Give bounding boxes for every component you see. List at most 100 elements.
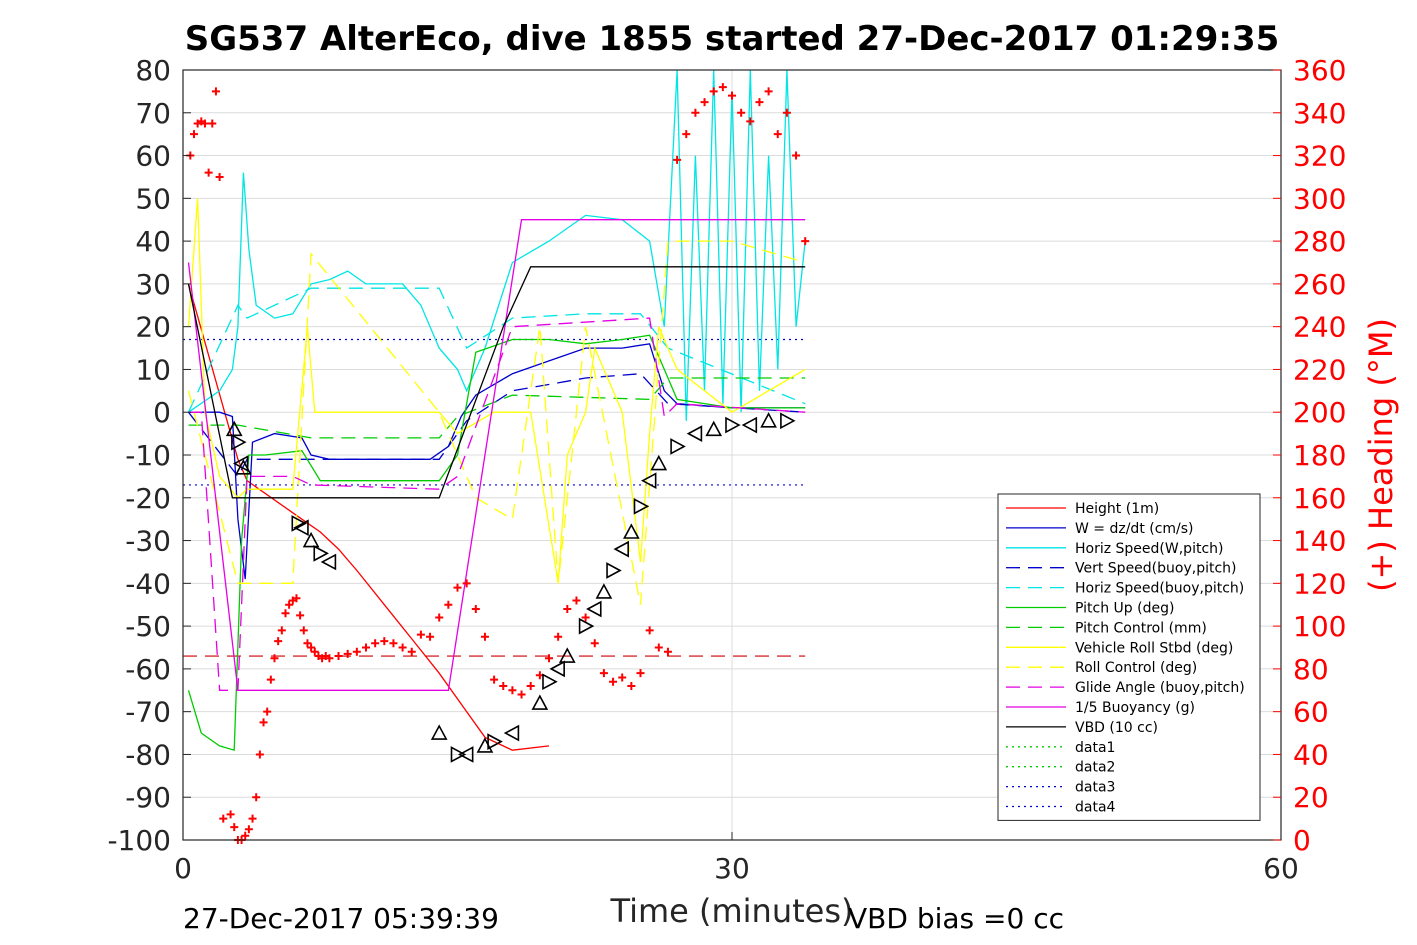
position-marker	[760, 412, 777, 428]
heading-point	[208, 119, 217, 128]
tick-label-left: 60	[135, 140, 171, 173]
tick-label-left: -70	[125, 696, 171, 729]
tick-label-left: 70	[135, 97, 171, 130]
heading-point	[581, 613, 590, 622]
position-marker	[293, 519, 309, 537]
position-marker	[670, 438, 686, 455]
heading-point	[252, 793, 261, 802]
heading-point	[618, 673, 627, 682]
position-marker	[633, 497, 650, 515]
legend-label: data4	[1075, 800, 1116, 816]
legend-label: Roll Control (deg)	[1075, 660, 1197, 676]
series-line	[188, 343, 806, 580]
heading-point	[248, 814, 257, 823]
heading-point	[211, 87, 220, 96]
heading-point	[398, 643, 407, 652]
series-line	[188, 377, 806, 439]
heading-point	[682, 130, 691, 139]
tick-label-right: 260	[1293, 268, 1346, 301]
position-markers	[225, 412, 796, 763]
tick-label-right: 180	[1293, 439, 1346, 472]
heading-point	[270, 654, 279, 663]
end-timestamp: 27-Dec-2017 05:39:39	[183, 902, 499, 935]
heading-point	[764, 87, 773, 96]
tick-label-x: 0	[174, 852, 192, 885]
heading-point	[526, 682, 535, 690]
series-line	[187, 266, 806, 499]
legend-label: Glide Angle (buoy,pitch)	[1075, 680, 1245, 696]
heading-point	[663, 647, 672, 656]
heading-point	[645, 626, 654, 635]
heading-point	[343, 649, 352, 658]
legend: Height (1m) W = dz/dt (cm/s) Horiz Speed(W…	[997, 493, 1261, 821]
heading-point	[462, 579, 471, 588]
heading-point	[274, 637, 283, 646]
heading-point	[636, 669, 645, 678]
heading-point	[435, 613, 444, 622]
tick-label-right: 100	[1293, 610, 1346, 643]
heading-point	[517, 690, 526, 699]
reference-lines	[183, 338, 806, 657]
heading-point	[389, 639, 398, 648]
position-marker	[225, 420, 243, 437]
position-marker	[623, 523, 640, 539]
heading-point	[654, 643, 663, 652]
position-marker	[430, 724, 448, 740]
position-marker	[231, 433, 247, 451]
legend-label: data3	[1075, 780, 1115, 796]
heading-point	[334, 652, 343, 661]
series-line	[187, 240, 806, 605]
position-marker	[725, 416, 741, 434]
heading-point	[471, 605, 480, 613]
legend-label: 1/5 Buoyancy (g)	[1075, 700, 1195, 716]
legend-label: VBD (10 cc)	[1075, 720, 1158, 736]
heading-point	[303, 639, 312, 648]
series-line	[188, 317, 806, 691]
heading-point	[718, 83, 727, 92]
position-marker	[235, 459, 252, 475]
position-marker	[595, 583, 613, 599]
tick-label-left: 50	[135, 182, 171, 215]
heading-point	[572, 596, 581, 605]
position-marker	[457, 746, 474, 763]
position-marker	[558, 647, 576, 663]
heading-point	[792, 151, 801, 160]
legend-label: Pitch Control (mm)	[1075, 620, 1207, 636]
heading-point	[226, 810, 235, 819]
heading-point	[296, 611, 305, 620]
heading-point	[292, 594, 301, 603]
heading-point	[189, 130, 198, 139]
tick-label-right: 120	[1293, 567, 1346, 600]
series-line	[187, 287, 806, 413]
position-marker	[291, 515, 307, 532]
series-line	[187, 198, 806, 584]
tick-label-right: 0	[1293, 824, 1311, 857]
legend-label: Horiz Speed(buoy,pitch)	[1075, 581, 1244, 597]
tick-label-left: 0	[153, 396, 171, 429]
heading-point	[627, 682, 636, 690]
position-marker	[606, 562, 622, 579]
heading-point	[590, 639, 599, 648]
position-marker	[686, 425, 703, 442]
position-marker	[232, 455, 249, 472]
chart-title: SG537 AlterEco, dive 1855 started 27-Dec…	[185, 19, 1280, 59]
tick-label-left: 30	[135, 268, 171, 301]
legend-label: Vehicle Roll Stbd (deg)	[1075, 640, 1233, 656]
tick-label-left: -30	[125, 525, 171, 558]
legend-label: Height (1m)	[1075, 501, 1159, 517]
heading-point	[244, 825, 253, 834]
heading-point	[277, 626, 286, 635]
tick-label-right: 80	[1293, 653, 1329, 686]
heading-point	[480, 632, 489, 641]
position-marker	[741, 416, 758, 434]
heading-point	[266, 675, 275, 684]
position-marker	[313, 545, 329, 562]
position-marker	[531, 694, 549, 710]
position-marker	[487, 733, 503, 750]
heading-point	[255, 750, 264, 759]
heading-point	[285, 600, 294, 609]
series-line	[187, 219, 806, 691]
tick-label-left: -40	[125, 567, 171, 600]
tick-label-right: 140	[1293, 525, 1346, 558]
